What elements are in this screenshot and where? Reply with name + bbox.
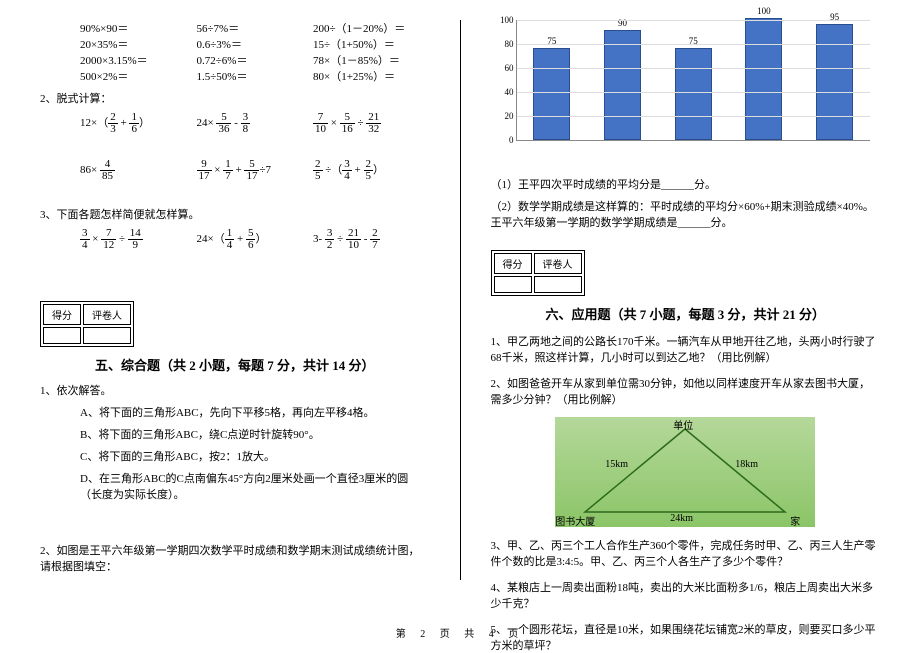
- score-box: 得分评卷人: [491, 250, 585, 296]
- eq: 1.5÷50%＝: [197, 68, 314, 84]
- q5-2: 2、如图是王平六年级第一学期四次数学平时成绩和数学期末测试成绩统计图，请根据图填…: [40, 542, 430, 574]
- formula-row: 86× 485917 × 17 + 517÷725 ÷（34 + 25）: [80, 159, 430, 182]
- eq: 56÷7%＝: [197, 20, 314, 36]
- eq: 78×（1－85%）＝: [313, 52, 430, 68]
- q5-1b: B、将下面的三角形ABC，绕C点逆时针旋转90°。: [80, 426, 430, 442]
- eq: 15÷（1+50%）＝: [313, 36, 430, 52]
- section-5-title: 五、综合题（共 2 小题，每题 7 分，共计 14 分）: [40, 355, 430, 374]
- equation-block: 90%×90＝56÷7%＝200÷（1－20%）＝ 20×35%＝0.6÷3%＝…: [40, 20, 430, 84]
- tri-top: 单位: [673, 417, 693, 432]
- column-divider: [460, 20, 461, 580]
- q3-title: 3、下面各题怎样简便就怎样算。: [40, 206, 430, 222]
- eq: 500×2%＝: [80, 68, 197, 84]
- app-q3: 3、甲、乙、丙三个工人合作生产360个零件，完成任务时甲、乙、丙三人生产零件个数…: [491, 537, 881, 569]
- score-label: 得分: [494, 253, 532, 274]
- tri-bottom: 24km: [670, 513, 693, 524]
- section-6-title: 六、应用题（共 7 小题，每题 3 分，共计 21 分）: [491, 304, 881, 323]
- right-column: 020406080100 75907510095 （1）王平四次平时成绩的平均分…: [491, 20, 881, 580]
- chart-q1: （1）王平四次平时成绩的平均分是______分。: [491, 176, 881, 192]
- q5-1d: D、在三角形ABC的C点南偏东45°方向2厘米处画一个直径3厘米的圆（长度为实际…: [80, 470, 430, 502]
- chart-q2: （2）数学学期成绩是这样算的：平时成绩的平均分×60%+期末测验成绩×40%。王…: [491, 198, 881, 230]
- eq: 20×35%＝: [80, 36, 197, 52]
- triangle-diagram: 单位 15km 18km 图书大厦 家 24km: [555, 417, 815, 527]
- tri-left: 15km: [605, 459, 628, 470]
- app-q1: 1、甲乙两地之间的公路长170千米。一辆汽车从甲地开往乙地，头两小时行驶了68千…: [491, 333, 881, 365]
- eq: 200÷（1－20%）＝: [313, 20, 430, 36]
- eq: 0.72÷6%＝: [197, 52, 314, 68]
- q5-1a: A、将下面的三角形ABC，先向下平移5格，再向左平移4格。: [80, 404, 430, 420]
- formula-row: 12×（23 + 16）24× 536 - 38710 × 516 ÷ 2132: [80, 112, 430, 135]
- score-box: 得分评卷人: [40, 301, 134, 347]
- tri-br: 家: [790, 513, 800, 528]
- q5-1c: C、将下面的三角形ABC，按2：1放大。: [80, 448, 430, 464]
- left-column: 90%×90＝56÷7%＝200÷（1－20%）＝ 20×35%＝0.6÷3%＝…: [40, 20, 430, 580]
- tri-bl: 图书大厦: [555, 513, 595, 528]
- score-label: 得分: [43, 304, 81, 325]
- tri-right: 18km: [735, 459, 758, 470]
- page-footer: 第 2 页 共 4 页: [0, 625, 920, 640]
- reviewer-label: 评卷人: [534, 253, 582, 274]
- app-q4: 4、某粮店上一周卖出面粉18吨，卖出的大米比面粉多1/6，粮店上周卖出大米多少千…: [491, 579, 881, 611]
- eq: 90%×90＝: [80, 20, 197, 36]
- reviewer-label: 评卷人: [83, 304, 131, 325]
- q5-1: 1、依次解答。: [40, 382, 430, 398]
- app-q2: 2、如图爸爸开车从家到单位需30分钟，如他以同样速度开车从家去图书大厦，需多少分…: [491, 375, 881, 407]
- bar-chart: 020406080100 75907510095: [491, 20, 881, 170]
- formula-row: 34 × 712 ÷ 14924×（14 + 56）3- 32 ÷ 2110 -…: [80, 228, 430, 251]
- eq: 0.6÷3%＝: [197, 36, 314, 52]
- eq: 2000×3.15%＝: [80, 52, 197, 68]
- eq: 80×（1+25%）＝: [313, 68, 430, 84]
- q2-title: 2、脱式计算：: [40, 90, 430, 106]
